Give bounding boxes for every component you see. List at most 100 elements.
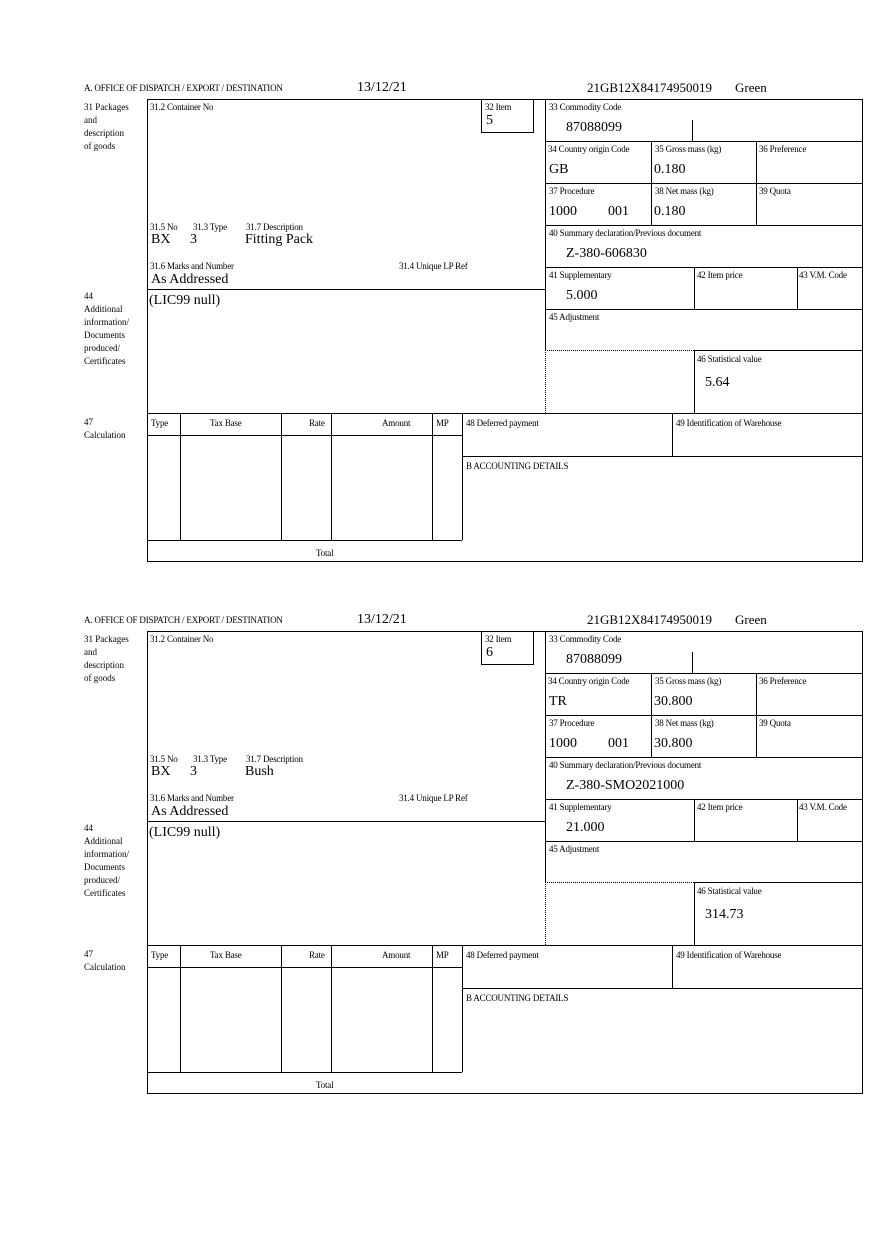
calc-type-header: Type — [151, 950, 169, 960]
item-value: 5 — [486, 113, 493, 128]
container-no-label: 31.2 Container No — [150, 102, 214, 112]
supplementary-label: 41 Supplementary — [549, 270, 612, 280]
net-mass-label: 38 Net mass (kg) — [655, 186, 714, 196]
divider — [462, 945, 463, 1072]
divider — [147, 967, 462, 968]
procedure-ext-value: 001 — [608, 736, 629, 751]
calc-amount-header: Amount — [382, 950, 411, 960]
commodity-code-value: 87088099 — [566, 652, 622, 667]
supplementary-value: 5.000 — [566, 288, 598, 303]
calculation-label: 47 Calculation — [84, 949, 126, 972]
dotted-divider — [545, 882, 546, 945]
procedure-value: 1000 — [549, 204, 577, 219]
summary-declaration-value: Z-380-SMO2021000 — [566, 778, 685, 793]
type-label: 31.3 Type — [193, 754, 227, 764]
divider — [651, 673, 652, 757]
form-outer-box — [147, 631, 863, 1094]
total-label: Total — [316, 1080, 334, 1090]
additional-info-value: (LIC99 null) — [149, 293, 221, 308]
quota-label: 39 Quota — [759, 718, 791, 728]
calculation-label: 47 Calculation — [84, 417, 126, 440]
divider — [692, 120, 693, 141]
divider — [545, 799, 862, 800]
dotted-divider — [545, 350, 694, 351]
container-no-label: 31.2 Container No — [150, 634, 214, 644]
procedure-ext-value: 001 — [608, 204, 629, 219]
procedure-label: 37 Procedure — [549, 186, 595, 196]
reference-number: 21GB12X84174950019 — [587, 80, 712, 95]
no-label: 31.5 No — [150, 754, 178, 764]
calc-type-header: Type — [151, 418, 169, 428]
additional-info-label: 44 Additional information/ Documents pro… — [84, 823, 129, 898]
preference-label: 36 Preference — [759, 676, 807, 686]
warehouse-label: 49 Identification of Warehouse — [676, 950, 782, 960]
divider — [462, 988, 862, 989]
divider — [672, 945, 673, 988]
gross-mass-label: 35 Gross mass (kg) — [655, 144, 722, 154]
statistical-value: 314.73 — [705, 907, 744, 922]
divider — [331, 413, 332, 540]
divider — [694, 267, 695, 309]
supplementary-value: 21.000 — [566, 820, 605, 835]
unique-lp-ref-label: 31.4 Unique LP Ref — [399, 261, 468, 271]
country-origin-label: 34 Country origin Code — [548, 676, 630, 686]
deferred-payment-label: 48 Deferred payment — [466, 418, 539, 428]
packages-label: 31 Packages and description of goods — [84, 634, 129, 683]
route-status: Green — [735, 612, 767, 627]
divider — [545, 841, 862, 842]
accounting-details-label: B ACCOUNTING DETAILS — [466, 461, 569, 471]
marks-label: 31.6 Marks and Number — [150, 261, 234, 271]
divider — [797, 799, 798, 841]
net-mass-value: 0.180 — [654, 204, 686, 219]
divider — [147, 413, 862, 414]
divider — [147, 1072, 462, 1073]
divider — [180, 945, 181, 1072]
commodity-code-value: 87088099 — [566, 120, 622, 135]
additional-info-label: 44 Additional information/ Documents pro… — [84, 291, 129, 366]
divider — [180, 413, 181, 540]
divider — [281, 413, 282, 540]
type-value: 3 — [190, 764, 197, 779]
item-box — [481, 99, 534, 133]
dotted-divider — [545, 350, 546, 413]
divider — [756, 141, 757, 225]
divider — [694, 799, 695, 841]
country-origin-value: GB — [549, 162, 569, 177]
date: 13/12/21 — [357, 80, 407, 95]
quota-label: 39 Quota — [759, 186, 791, 196]
net-mass-value: 30.800 — [654, 736, 693, 751]
calc-mp-header: MP — [436, 950, 449, 960]
item-label: 32 Item — [485, 634, 512, 644]
marks-value: As Addressed — [151, 272, 229, 287]
total-label: Total — [316, 548, 334, 558]
gross-mass-value: 0.180 — [654, 162, 686, 177]
preference-label: 36 Preference — [759, 144, 807, 154]
divider — [692, 652, 693, 673]
adjustment-label: 45 Adjustment — [549, 844, 600, 854]
summary-declaration-value: Z-380-606830 — [566, 246, 647, 261]
no-value: BX — [151, 764, 171, 779]
office-label: A. OFFICE OF DISPATCH / EXPORT / DESTINA… — [84, 83, 283, 93]
divider — [147, 540, 462, 541]
summary-declaration-label: 40 Summary declaration/Previous document — [549, 228, 702, 238]
divider — [694, 882, 695, 945]
calc-amount-header: Amount — [382, 418, 411, 428]
accounting-details-label: B ACCOUNTING DETAILS — [466, 993, 569, 1003]
procedure-label: 37 Procedure — [549, 718, 595, 728]
office-label: A. OFFICE OF DISPATCH / EXPORT / DESTINA… — [84, 615, 283, 625]
procedure-value: 1000 — [549, 736, 577, 751]
divider — [694, 350, 862, 351]
item-value: 6 — [486, 645, 493, 660]
packages-label: 31 Packages and description of goods — [84, 102, 129, 151]
gross-mass-label: 35 Gross mass (kg) — [655, 676, 722, 686]
divider — [694, 882, 862, 883]
vm-code-label: 43 V.M. Code — [799, 270, 847, 280]
description-value: Bush — [245, 764, 274, 779]
route-status: Green — [735, 80, 767, 95]
marks-value: As Addressed — [151, 804, 229, 819]
adjustment-label: 45 Adjustment — [549, 312, 600, 322]
divider — [147, 945, 862, 946]
divider — [462, 413, 463, 540]
divider — [545, 267, 862, 268]
divider — [672, 413, 673, 456]
